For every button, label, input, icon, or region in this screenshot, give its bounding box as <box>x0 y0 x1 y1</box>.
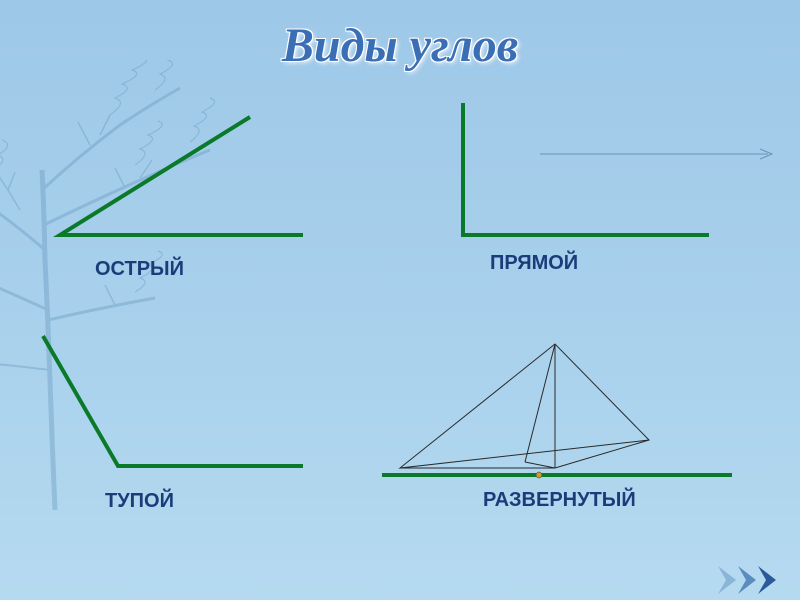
nav-chevron-icon[interactable] <box>718 566 790 594</box>
acute-angle <box>40 100 320 250</box>
page-title: Виды углов <box>282 18 518 73</box>
acute-label: ОСТРЫЙ <box>95 258 184 281</box>
straight-label: РАЗВЕРНУТЫЙ <box>483 490 636 511</box>
right-label: ПРЯМОЙ <box>490 252 578 275</box>
straight-label-text: РАЗВЕРНУТЫЙ <box>483 489 636 511</box>
right-angle <box>455 100 725 250</box>
straight-angle <box>375 336 745 491</box>
obtuse-label: ТУПОЙ <box>105 490 174 513</box>
obtuse-angle <box>30 330 320 480</box>
